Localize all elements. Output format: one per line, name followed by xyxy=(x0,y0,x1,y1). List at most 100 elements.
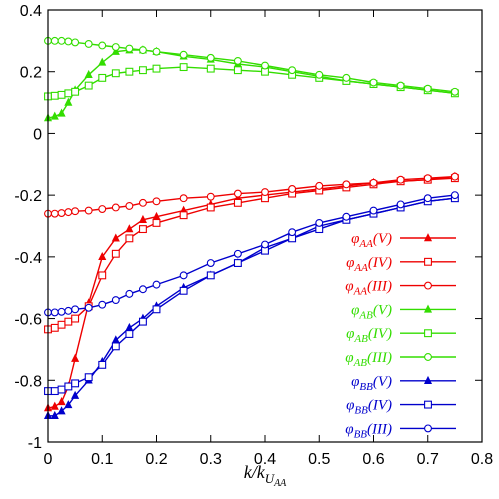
data-point xyxy=(206,259,215,267)
x-tick-label: 0.5 xyxy=(308,451,330,468)
data-point xyxy=(71,314,80,323)
data-point xyxy=(233,259,242,267)
legend: φAA(V)φAA(IV)φAA(III)φAB(V)φAB(IV)φAB(II… xyxy=(345,231,456,440)
legend-label-main: φ xyxy=(345,421,353,437)
data-point xyxy=(342,73,351,82)
legend-entry: φAA(III) xyxy=(345,279,456,298)
data-point xyxy=(57,320,66,329)
legend-label-main: φ xyxy=(346,255,354,271)
data-point xyxy=(50,111,59,120)
legend-entry: φBB(III) xyxy=(345,421,456,440)
data-point xyxy=(57,396,66,406)
data-point xyxy=(179,50,188,59)
data-point xyxy=(111,46,120,55)
data-point xyxy=(152,305,161,314)
data-point xyxy=(98,57,107,66)
legend-label-sub: BB xyxy=(354,405,368,417)
data-point xyxy=(50,209,59,218)
data-point xyxy=(206,271,215,280)
legend-marker xyxy=(424,400,432,409)
series-line xyxy=(47,175,455,409)
data-point xyxy=(369,178,378,187)
x-tick-label: 0.4 xyxy=(254,451,276,468)
x-tick-label: 0.1 xyxy=(91,451,113,468)
data-point xyxy=(71,379,80,388)
data-point xyxy=(261,61,269,70)
legend-marker xyxy=(423,375,433,385)
data-point xyxy=(233,56,242,65)
data-point xyxy=(98,360,107,369)
data-point xyxy=(152,64,161,73)
data-point xyxy=(98,271,107,280)
data-point xyxy=(71,390,80,399)
x-tick-label: 0.6 xyxy=(362,451,384,468)
legend-label: φAB(IV) xyxy=(346,326,392,345)
data-point xyxy=(50,410,59,419)
data-point xyxy=(233,189,242,198)
data-point xyxy=(396,175,405,184)
data-point xyxy=(57,90,66,99)
data-point xyxy=(111,233,120,242)
data-point xyxy=(369,206,378,215)
data-point xyxy=(450,87,459,96)
legend-label-tail: (V) xyxy=(373,302,392,318)
legend-entry: φAB(III) xyxy=(345,350,456,369)
data-point xyxy=(288,66,297,75)
data-point xyxy=(206,64,215,73)
data-point xyxy=(98,300,107,309)
data-point xyxy=(138,46,147,55)
data-point xyxy=(98,205,107,213)
data-point xyxy=(64,89,73,98)
x-axis-label: k/kUAA xyxy=(244,462,287,489)
data-point xyxy=(84,39,93,48)
legend-marker xyxy=(424,257,432,266)
data-point xyxy=(138,225,147,234)
data-point xyxy=(111,296,120,305)
ticks-layer: 0 0.1 0.2 0.3 0.4 0.5 0.6 0.7 0.8 0.4 0.2 0 -0.2 -0.4… xyxy=(14,3,493,468)
legend-label-sub: BB xyxy=(354,428,368,440)
data-point xyxy=(206,192,215,201)
series-layer xyxy=(43,36,459,419)
legend-label-sub: BB xyxy=(359,381,373,393)
data-point xyxy=(396,200,405,209)
y-tick-label: -0.2 xyxy=(14,188,42,205)
legend-marker xyxy=(424,353,432,361)
y-tick-label: -1 xyxy=(28,435,42,452)
data-point xyxy=(179,211,188,220)
data-point xyxy=(179,271,188,280)
y-tick-label: 0.4 xyxy=(20,3,42,20)
data-point xyxy=(423,84,432,93)
data-point xyxy=(71,38,80,47)
legend-label-sub: AB xyxy=(353,357,368,369)
legend-label-main: φ xyxy=(351,302,359,318)
data-point xyxy=(57,209,66,217)
legend-entry: φAA(IV) xyxy=(346,255,456,274)
y-tick-label: -0.8 xyxy=(14,373,42,390)
legend-label-sub: AB xyxy=(358,309,373,321)
data-point xyxy=(288,185,297,193)
legend-label-sub: AB xyxy=(353,333,368,345)
data-point xyxy=(152,218,161,227)
data-point xyxy=(111,342,120,351)
legend-marker xyxy=(424,329,432,338)
legend-entry: φAB(V) xyxy=(351,302,456,321)
data-point xyxy=(152,197,161,206)
x-tick-label: 0.7 xyxy=(417,451,439,468)
y-tick-label: -0.4 xyxy=(14,250,42,267)
series-7 xyxy=(44,194,459,396)
legend-label-tail: (IV) xyxy=(368,255,392,271)
data-point xyxy=(71,353,80,362)
data-point xyxy=(57,385,66,394)
data-point xyxy=(98,251,107,261)
legend-label: φBB(IV) xyxy=(346,398,392,417)
legend-label-main: φ xyxy=(351,231,359,247)
data-point xyxy=(111,203,120,212)
data-point xyxy=(71,207,80,216)
data-point xyxy=(50,91,59,100)
data-point xyxy=(50,308,59,317)
x-axis-label-sub: U xyxy=(265,471,276,486)
data-point xyxy=(179,286,188,295)
data-point xyxy=(261,188,269,197)
